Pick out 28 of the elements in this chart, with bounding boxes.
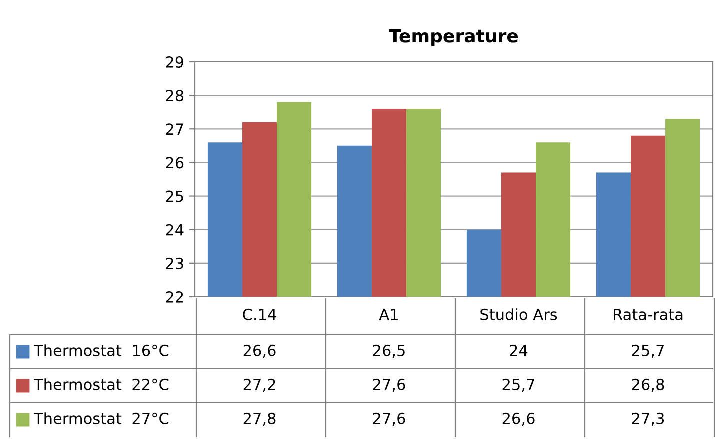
x-tick-label: Studio Ars <box>480 308 558 320</box>
x-tick-label: A1 <box>379 309 398 320</box>
y-tick-label: 27 <box>166 124 184 135</box>
y-tick-label: 25 <box>166 190 184 202</box>
data-label: 24 <box>510 344 528 356</box>
data-label: 27,6 <box>373 412 406 426</box>
legend-label: Thermostat 16°C <box>34 344 169 356</box>
x-tick-label: Rata-rata <box>614 309 683 320</box>
chart-title: Temperature <box>389 29 518 46</box>
legend-label: Thermostat 27°C <box>34 412 169 424</box>
y-tick-label: 23 <box>166 258 184 270</box>
y-tick-label: 22 <box>166 291 184 303</box>
data-label: 27,8 <box>244 412 276 426</box>
data-label: 27,3 <box>632 412 664 426</box>
data-label: 26,8 <box>632 378 664 392</box>
x-tick-label: C.14 <box>243 308 276 320</box>
y-tick-label: 28 <box>166 90 184 102</box>
data-label: 25,7 <box>632 344 664 358</box>
y-tick-label: 24 <box>166 224 184 236</box>
data-label: 26,6 <box>502 412 535 426</box>
data-label: 27,2 <box>244 378 276 392</box>
legend-label: Thermostat 22°C <box>34 378 169 390</box>
y-tick-label: 26 <box>166 157 184 169</box>
data-label: 26,6 <box>244 344 276 358</box>
data-label: 25,7 <box>502 378 534 392</box>
y-tick-label: 29 <box>166 56 184 68</box>
data-label: 27,6 <box>373 378 406 392</box>
data-label: 26,5 <box>373 344 405 358</box>
